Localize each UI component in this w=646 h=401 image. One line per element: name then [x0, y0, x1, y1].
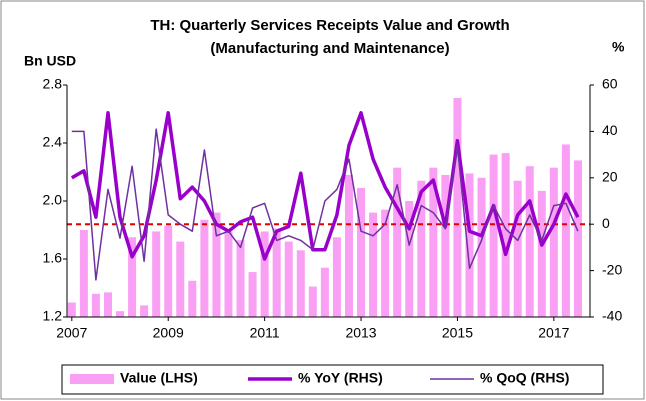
bar [140, 305, 149, 317]
bar [248, 272, 257, 317]
x-tick-label: 2007 [56, 325, 87, 341]
x-tick-label: 2009 [153, 325, 184, 341]
line [71, 128, 579, 281]
bar [357, 187, 366, 317]
bar [128, 237, 137, 317]
legend-box [61, 364, 604, 395]
x-tick-label: 2011 [250, 325, 280, 341]
bar [429, 167, 438, 317]
bar [103, 292, 112, 317]
bar [549, 167, 558, 317]
y2-tick-label: -40 [602, 308, 622, 324]
bar [236, 240, 245, 317]
y2-axis-label: % [612, 39, 625, 55]
bar [405, 201, 414, 317]
chart-title: TH: Quarterly Services Receipts Value an… [150, 17, 509, 34]
bar [308, 286, 317, 317]
y2-tick-label: 0 [602, 215, 610, 231]
bar [573, 160, 582, 317]
bar [477, 177, 486, 317]
x-tick-label: 2017 [538, 325, 569, 341]
y2-tick-label: 20 [602, 169, 618, 185]
y-tick-label: 1.2 [43, 308, 63, 324]
bar [212, 212, 221, 317]
bar [561, 144, 570, 317]
bar [369, 212, 378, 317]
bar [381, 209, 390, 317]
y2-tick-label: 40 [602, 122, 618, 138]
bar [332, 237, 341, 317]
bar [417, 180, 426, 317]
bar [116, 311, 125, 317]
bar [465, 173, 474, 317]
bar [537, 190, 546, 317]
bar [453, 98, 462, 317]
x-tick-label: 2013 [345, 325, 376, 341]
bar [176, 241, 185, 317]
bar [164, 225, 173, 317]
bar [320, 267, 329, 317]
legend-label: % YoY (RHS) [298, 370, 383, 386]
bar [79, 230, 88, 317]
bar [91, 293, 100, 317]
bar [441, 174, 450, 317]
bar [284, 241, 293, 317]
bar [393, 167, 402, 317]
y2-tick-label: -20 [602, 261, 622, 277]
bar [513, 180, 522, 317]
bar [260, 231, 269, 317]
bar [489, 154, 498, 317]
y2-tick-label: 60 [602, 76, 618, 92]
bar [188, 280, 197, 317]
bar [272, 228, 281, 317]
legend-swatch [70, 374, 114, 384]
x-tick-label: 2015 [442, 325, 473, 341]
legend-label: % QoQ (RHS) [480, 370, 569, 386]
y-tick-label: 2.8 [43, 76, 63, 92]
bar [501, 153, 510, 317]
bar [67, 302, 76, 317]
bar [152, 231, 161, 317]
bar [200, 219, 209, 317]
bar [344, 174, 353, 317]
y-axis-label: Bn USD [24, 53, 76, 69]
legend-label: Value (LHS) [120, 370, 198, 386]
bar [224, 231, 233, 317]
chart-subtitle: (Manufacturing and Maintenance) [210, 40, 449, 57]
y-tick-label: 2.0 [43, 192, 63, 208]
bar [525, 166, 534, 317]
y-tick-label: 1.6 [43, 250, 63, 266]
y-tick-label: 2.4 [43, 134, 63, 150]
bar [296, 250, 305, 317]
